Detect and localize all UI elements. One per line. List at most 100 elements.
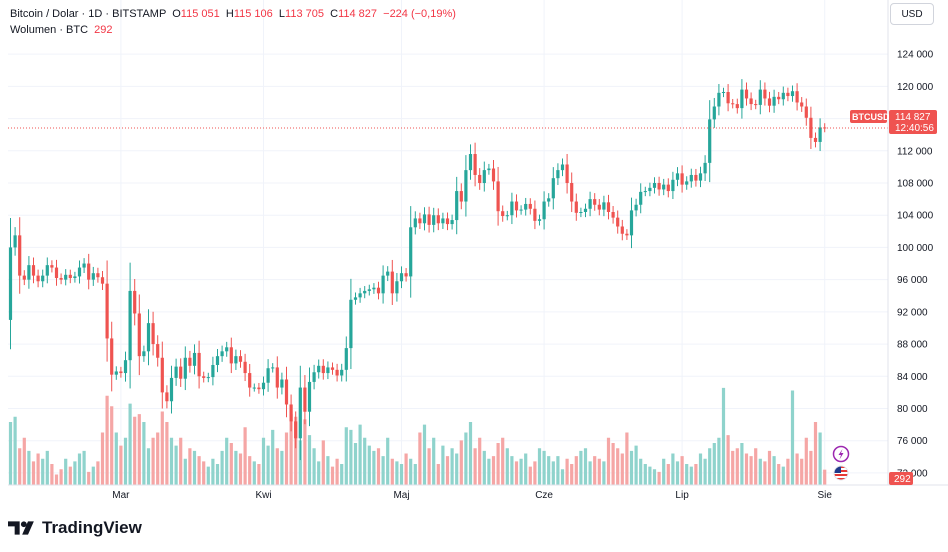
volume-bar bbox=[59, 469, 63, 485]
volume-bar bbox=[560, 469, 565, 485]
y-tick-label: 124 000 bbox=[897, 50, 934, 61]
open-label: O bbox=[172, 8, 181, 20]
volume-bar bbox=[809, 450, 813, 485]
candle-body bbox=[712, 106, 716, 120]
volume-bar bbox=[537, 448, 542, 485]
candle-body bbox=[537, 219, 542, 221]
candle-body bbox=[763, 89, 767, 99]
volume-bar bbox=[703, 458, 707, 485]
y-tick-label: 112 000 bbox=[897, 146, 933, 157]
volume-label[interactable]: Wolumen · BTC bbox=[10, 24, 89, 36]
volume-bar bbox=[22, 437, 26, 485]
volume-bar bbox=[675, 461, 680, 485]
candle-body bbox=[767, 98, 772, 106]
currency-button[interactable]: USD bbox=[890, 3, 934, 25]
volume-bar bbox=[27, 450, 31, 485]
volume-bar bbox=[652, 469, 657, 485]
candle-body bbox=[786, 92, 790, 97]
candle-body bbox=[395, 281, 399, 294]
volume-bar bbox=[496, 443, 500, 485]
tradingview-brand[interactable]: TradingView bbox=[8, 518, 142, 538]
candle-body bbox=[192, 352, 197, 366]
close-value: 114 827 bbox=[338, 8, 378, 20]
volume-bar bbox=[804, 437, 808, 485]
volume-bar bbox=[248, 456, 252, 485]
candle-body bbox=[119, 371, 123, 374]
y-tick-label: 84 000 bbox=[897, 372, 928, 383]
volume-bar bbox=[445, 456, 450, 485]
volume-bar bbox=[68, 466, 72, 485]
candle-body bbox=[450, 220, 454, 225]
candle-body bbox=[188, 357, 192, 366]
volume-bar bbox=[307, 435, 312, 485]
candle-body bbox=[648, 187, 652, 192]
volume-bar bbox=[712, 443, 716, 485]
chart-legend: Bitcoin / Dolar · 1D · BITSTAMP O115 051… bbox=[10, 6, 456, 38]
candle-body bbox=[777, 96, 781, 100]
candle-body bbox=[22, 275, 26, 280]
volume-bar bbox=[478, 437, 482, 485]
candle-body bbox=[680, 173, 684, 185]
lightning-icon[interactable] bbox=[832, 445, 850, 463]
volume-bar bbox=[110, 406, 114, 485]
volume-bar bbox=[211, 458, 215, 485]
volume-bar bbox=[13, 416, 17, 485]
time-axis[interactable]: Mar Kwi Maj Cze Lip Sie bbox=[112, 490, 832, 501]
candle-body bbox=[662, 184, 666, 190]
candle-body bbox=[114, 371, 118, 375]
candle-body bbox=[666, 184, 670, 192]
volume-bar bbox=[312, 448, 316, 485]
candle-body bbox=[487, 168, 491, 171]
volume-bar bbox=[8, 422, 13, 485]
candle-body bbox=[772, 96, 776, 106]
candle-body bbox=[91, 273, 95, 280]
volume-bar bbox=[781, 466, 785, 485]
candle-body bbox=[261, 382, 266, 390]
volume-bar bbox=[45, 450, 49, 485]
candle-body bbox=[754, 104, 758, 106]
candle-body bbox=[238, 356, 243, 362]
candle-body bbox=[528, 203, 532, 209]
volume-bar bbox=[330, 466, 335, 485]
candle-body bbox=[128, 290, 132, 361]
candle-body bbox=[31, 265, 36, 276]
volume-bar bbox=[146, 448, 151, 485]
volume-bar bbox=[238, 453, 243, 485]
volume-bar bbox=[583, 448, 588, 485]
candle-body bbox=[298, 387, 302, 439]
volume-bar bbox=[528, 466, 532, 485]
candle-body bbox=[597, 204, 601, 210]
volume-bar bbox=[36, 453, 40, 485]
candle-body bbox=[390, 271, 394, 294]
volume-bar bbox=[602, 461, 606, 485]
candle-body bbox=[496, 181, 500, 212]
candle-body bbox=[721, 92, 726, 94]
volume-bar bbox=[662, 458, 666, 485]
x-tick-label: Maj bbox=[393, 490, 409, 501]
us-flag-icon[interactable] bbox=[833, 465, 849, 481]
candle-body bbox=[726, 92, 730, 104]
volume-bar bbox=[643, 464, 647, 485]
candle-body bbox=[160, 357, 164, 393]
candle-body bbox=[588, 199, 592, 209]
volume-bar bbox=[165, 422, 169, 485]
interval[interactable]: 1D bbox=[88, 8, 103, 20]
volume-bar bbox=[114, 432, 118, 485]
volume-bar bbox=[491, 456, 496, 485]
candle-body bbox=[551, 178, 555, 199]
candle-body bbox=[165, 392, 169, 402]
candle-body bbox=[413, 218, 417, 228]
price-tag-symbol: BTCUSD bbox=[852, 112, 890, 122]
symbol-name[interactable]: Bitcoin / Dolar bbox=[10, 8, 79, 20]
volume-bar bbox=[450, 448, 454, 485]
exchange: BITSTAMP bbox=[112, 8, 167, 20]
volume-bar bbox=[790, 390, 795, 485]
volume-bar bbox=[708, 448, 712, 485]
volume-bar bbox=[606, 437, 611, 485]
candle-body bbox=[349, 299, 353, 349]
volume-bar bbox=[657, 471, 661, 485]
volume-bar bbox=[220, 450, 224, 485]
volume-bar bbox=[225, 437, 229, 485]
candle-body bbox=[657, 183, 661, 190]
